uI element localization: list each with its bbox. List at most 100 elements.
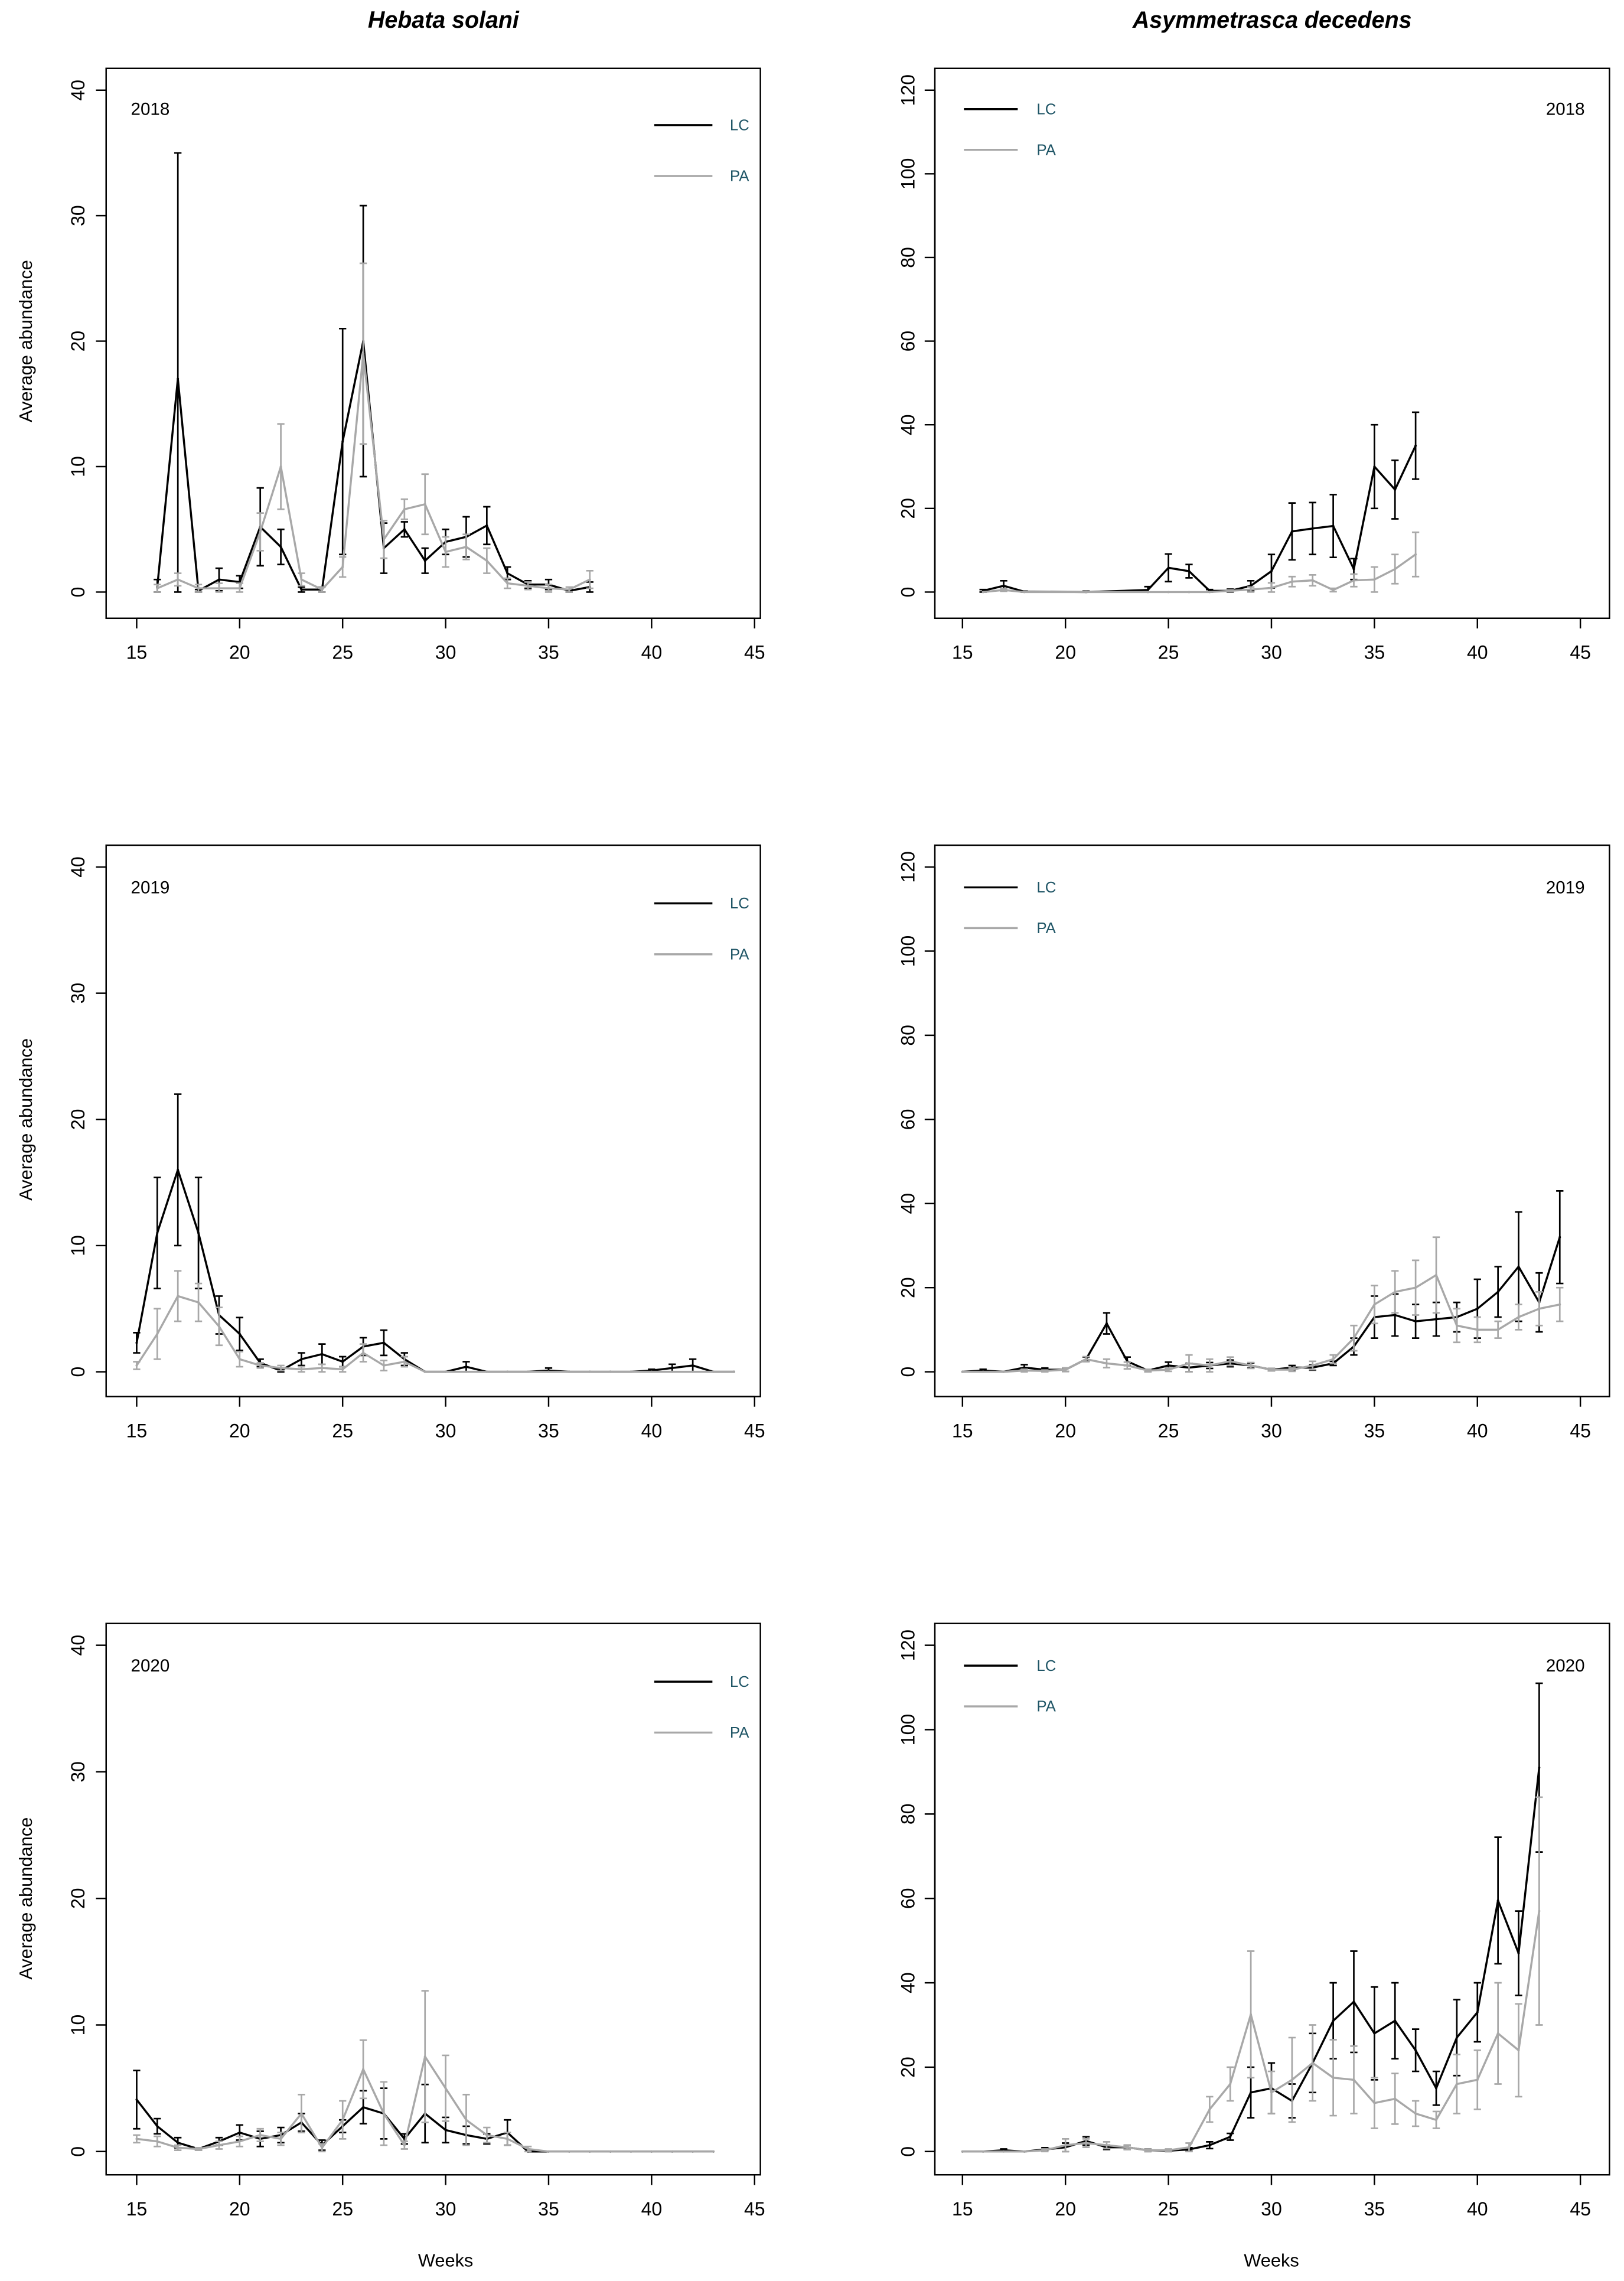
data-point bbox=[1250, 2091, 1253, 2094]
data-point bbox=[197, 587, 200, 590]
data-point bbox=[362, 2106, 365, 2109]
data-point bbox=[1229, 2083, 1232, 2086]
series-line-pa bbox=[981, 553, 1417, 594]
data-point bbox=[177, 1168, 180, 1171]
data-point bbox=[465, 2119, 468, 2122]
data-point bbox=[1373, 578, 1376, 581]
x-tick-label: 40 bbox=[1467, 2198, 1488, 2220]
legend-label: LC bbox=[1036, 1658, 1056, 1674]
data-point bbox=[1146, 2149, 1149, 2152]
data-point bbox=[135, 2098, 138, 2101]
series-pa bbox=[133, 1990, 715, 2153]
data-point bbox=[1414, 2112, 1417, 2115]
x-tick-label: 45 bbox=[1570, 1420, 1591, 1441]
data-point bbox=[527, 584, 530, 587]
column-title-hebata-solani: Hebata solani bbox=[368, 7, 520, 33]
data-point bbox=[238, 1358, 241, 1361]
data-point bbox=[1538, 1909, 1541, 1912]
data-point bbox=[732, 1370, 735, 1373]
data-point bbox=[1414, 1320, 1417, 1323]
y-axis-label: Average abundance bbox=[15, 1817, 36, 1980]
error-bar bbox=[174, 152, 182, 593]
y-tick-label: 10 bbox=[67, 1235, 89, 1256]
data-point bbox=[1105, 1322, 1108, 1325]
data-point bbox=[1208, 591, 1211, 594]
data-point bbox=[1064, 1368, 1067, 1371]
data-point bbox=[1188, 2146, 1191, 2149]
data-point bbox=[1352, 2000, 1355, 2003]
x-tick-label: 45 bbox=[744, 642, 765, 663]
x-tick-label: 25 bbox=[332, 2198, 353, 2220]
data-point bbox=[1023, 1366, 1026, 1369]
x-tick-label: 45 bbox=[1570, 642, 1591, 663]
data-point bbox=[485, 1370, 488, 1373]
y-tick-label: 100 bbox=[898, 936, 919, 967]
year-annotation: 2020 bbox=[131, 1656, 170, 1676]
data-point bbox=[1435, 1318, 1437, 1321]
data-point bbox=[403, 528, 406, 531]
data-point bbox=[1517, 1952, 1520, 1955]
data-point bbox=[423, 2055, 426, 2058]
data-point bbox=[135, 2137, 138, 2140]
legend-label: PA bbox=[730, 168, 749, 185]
data-point bbox=[238, 587, 241, 590]
x-tick-label: 25 bbox=[1158, 642, 1179, 663]
y-tick-label: 100 bbox=[898, 1714, 919, 1745]
data-point bbox=[238, 1332, 241, 1335]
data-point bbox=[444, 1370, 447, 1373]
legend-entry-lc: LC bbox=[654, 117, 749, 133]
x-tick-label: 20 bbox=[229, 1420, 250, 1441]
y-tick-label: 20 bbox=[67, 1888, 89, 1909]
data-point bbox=[609, 1370, 612, 1373]
x-tick-label: 15 bbox=[952, 2198, 973, 2220]
x-tick-label: 20 bbox=[1055, 642, 1076, 663]
data-point bbox=[1167, 591, 1170, 594]
x-tick-label: 30 bbox=[435, 2198, 456, 2220]
data-point bbox=[1496, 1328, 1499, 1331]
data-point bbox=[341, 565, 344, 568]
data-point bbox=[423, 503, 426, 506]
data-point bbox=[156, 2124, 159, 2127]
y-axis-label: Average abundance bbox=[15, 1038, 36, 1201]
data-point bbox=[1311, 527, 1314, 530]
data-point bbox=[1229, 2135, 1232, 2138]
data-point bbox=[403, 1360, 406, 1363]
x-tick-label: 15 bbox=[126, 1420, 148, 1441]
series-pa bbox=[154, 262, 593, 593]
data-point bbox=[1023, 1369, 1026, 1372]
data-point bbox=[1167, 2149, 1170, 2152]
legend-label: PA bbox=[1036, 920, 1056, 937]
data-point bbox=[1394, 2097, 1397, 2100]
data-point bbox=[177, 2141, 180, 2144]
data-point bbox=[1517, 2049, 1520, 2052]
data-point bbox=[588, 1370, 591, 1373]
data-point bbox=[1414, 553, 1417, 556]
data-point bbox=[1455, 2036, 1458, 2039]
data-point bbox=[1332, 1358, 1335, 1361]
data-point bbox=[1167, 1368, 1170, 1371]
data-point bbox=[465, 1370, 468, 1373]
data-point bbox=[1023, 2150, 1026, 2153]
data-point bbox=[506, 1370, 509, 1373]
data-point bbox=[1270, 570, 1273, 573]
legend-entry-pa: PA bbox=[964, 142, 1056, 158]
data-point bbox=[692, 1370, 694, 1373]
legend-entry-lc: LC bbox=[964, 1658, 1056, 1674]
data-point bbox=[341, 2119, 344, 2122]
data-point bbox=[1435, 1273, 1437, 1276]
series-pa bbox=[961, 1796, 1543, 2153]
x-axis-label: Weeks bbox=[1244, 2250, 1299, 2270]
data-point bbox=[671, 2150, 674, 2153]
data-point bbox=[217, 2144, 220, 2147]
data-point bbox=[1517, 1316, 1520, 1319]
data-point bbox=[321, 2146, 324, 2149]
x-tick-label: 35 bbox=[538, 2198, 559, 2220]
data-point bbox=[588, 578, 591, 581]
legend-entry-pa: PA bbox=[964, 1699, 1056, 1715]
data-point bbox=[1311, 1364, 1314, 1367]
x-tick-label: 35 bbox=[538, 1420, 559, 1441]
legend-entry-lc: LC bbox=[964, 879, 1056, 896]
series-line-pa bbox=[961, 1274, 1561, 1373]
data-point bbox=[177, 578, 180, 581]
data-point bbox=[692, 1364, 694, 1367]
